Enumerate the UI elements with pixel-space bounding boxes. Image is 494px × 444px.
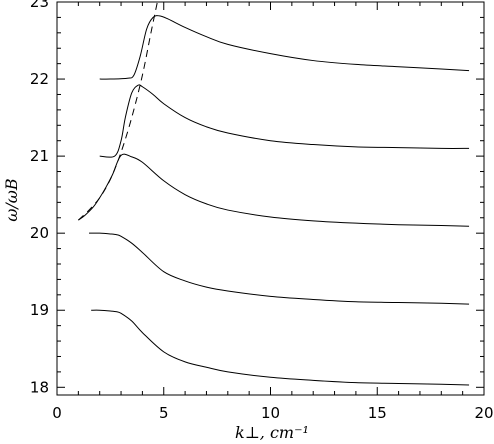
- series-line-2: [89, 232, 470, 305]
- y-tick-label: 23: [30, 0, 49, 11]
- dashed-series-line: [78, 1, 158, 221]
- plot-frame: [56, 1, 485, 396]
- y-tick-label: 18: [30, 378, 49, 396]
- y-tick-label: 21: [30, 147, 49, 165]
- x-axis-label: k⊥, cm⁻¹: [235, 423, 309, 442]
- series-line-3: [78, 153, 470, 227]
- axis-tick-labels: 0 5 10 15 20 18 19 20 21 22 23: [30, 0, 494, 422]
- y-tick-label: 22: [30, 70, 49, 88]
- x-tick-label: 10: [261, 404, 280, 422]
- x-tick-label: 15: [368, 404, 387, 422]
- y-tick-label: 20: [30, 224, 49, 242]
- series-line-4: [99, 84, 470, 158]
- series-line-1: [91, 309, 470, 386]
- y-tick-label: 19: [30, 301, 49, 319]
- series-layer: [78, 1, 470, 386]
- y-axis-label: ω/ωB: [2, 178, 21, 221]
- axis-ticks: [56, 1, 485, 395]
- series-line-5: [99, 15, 470, 80]
- x-tick-label: 20: [474, 404, 493, 422]
- x-tick-label: 0: [52, 404, 62, 422]
- x-tick-label: 5: [159, 404, 169, 422]
